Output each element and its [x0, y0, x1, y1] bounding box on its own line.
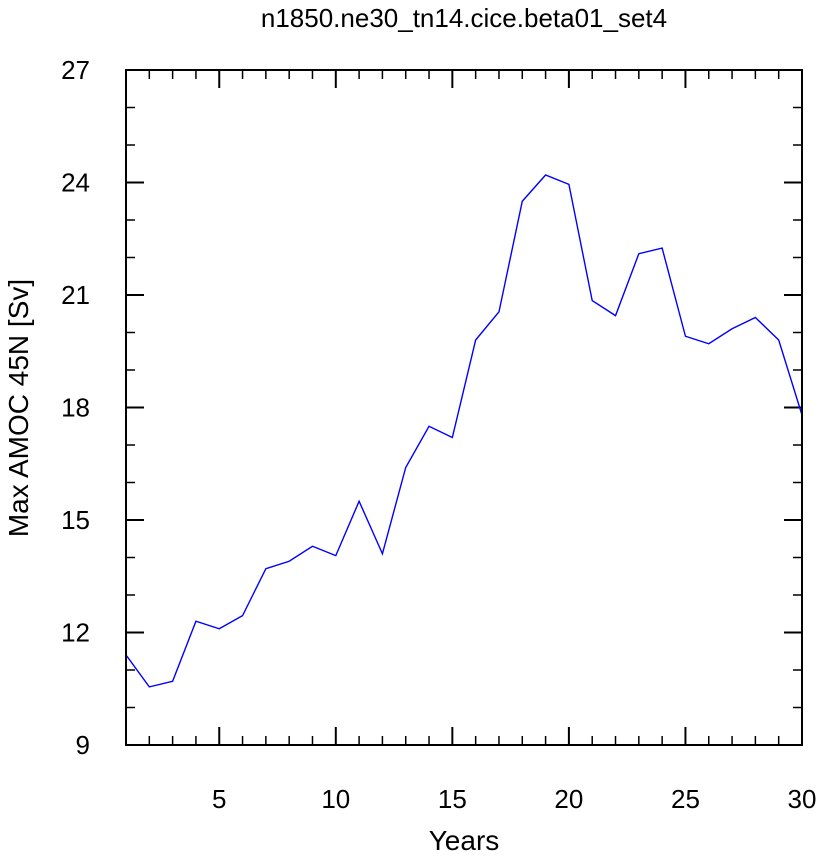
- x-tick-label: 10: [321, 784, 350, 814]
- y-tick-labels: 9 12 15 18 21 24 27: [61, 55, 90, 760]
- plot-frame: [125, 69, 803, 746]
- x-tick-label: 25: [671, 784, 700, 814]
- x-tick-label: 30: [788, 784, 817, 814]
- x-axis-label: Years: [429, 825, 500, 856]
- series-line: [125, 174, 803, 688]
- x-tick-label: 5: [212, 784, 226, 814]
- y-tick-label: 9: [76, 730, 90, 760]
- x-tick-labels: 5 10 15 20 25 30: [212, 784, 816, 814]
- y-tick-label: 21: [61, 280, 90, 310]
- series-layer: [125, 174, 803, 688]
- y-tick-label: 27: [61, 55, 90, 85]
- y-tick-label: 12: [61, 618, 90, 648]
- x-tick-label: 15: [438, 784, 467, 814]
- x-tick-label: 20: [554, 784, 583, 814]
- y-tick-label: 18: [61, 393, 90, 423]
- y-tick-label: 15: [61, 505, 90, 535]
- major-ticks: [126, 69, 803, 746]
- y-tick-label: 24: [61, 168, 90, 198]
- minor-ticks: [125, 70, 802, 745]
- chart-title: n1850.ne30_tn14.cice.beta01_set4: [261, 3, 667, 33]
- y-axis-label: Max AMOC 45N [Sv]: [3, 279, 34, 537]
